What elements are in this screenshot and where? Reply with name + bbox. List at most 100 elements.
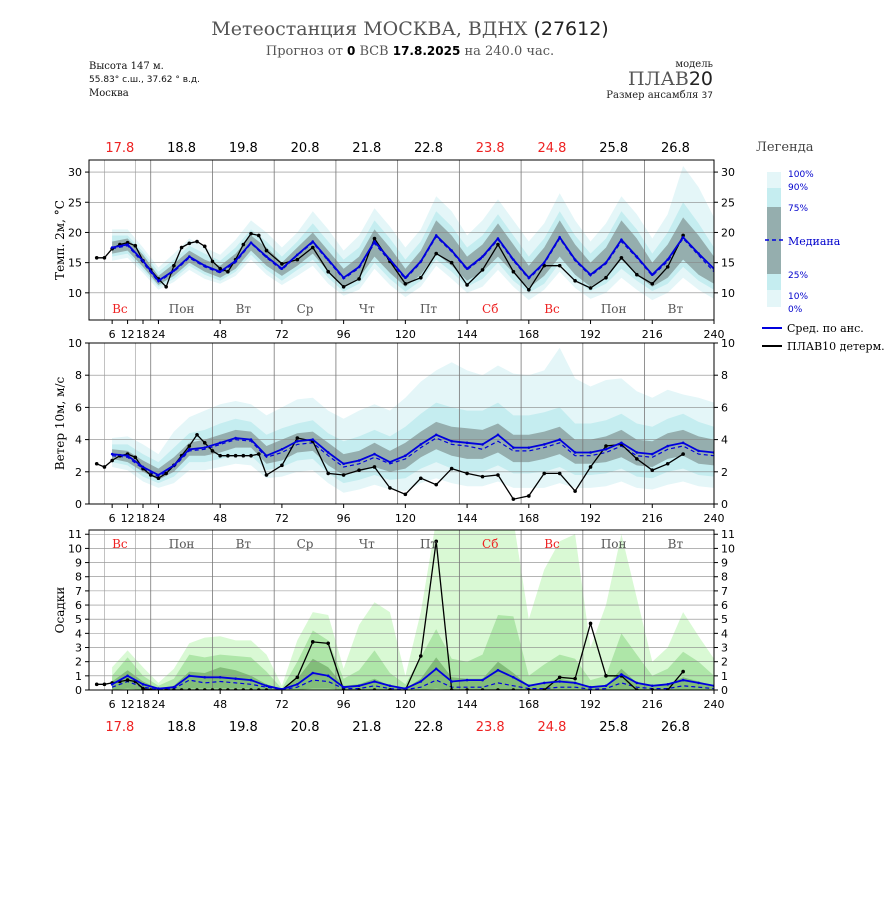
precipitation-mean-point [434,667,438,671]
date-label-bottom: 21.8 [352,720,381,735]
temperature-deterministic-point [527,288,531,292]
temperature-mean-point [110,246,114,249]
precipitation-ytick-label: 7 [75,585,82,598]
temperature-mean-point [573,258,577,261]
wind-mean-point [404,454,407,458]
wind-deterministic-point [403,492,408,497]
temperature-mean-point [434,234,438,237]
precipitation-mean-point [342,685,345,689]
panel-precipitation-plot [89,530,714,690]
temperature-mean-point [650,273,654,277]
precipitation-ytick-label: 10 [721,542,735,555]
precipitation-xtick-label: 216 [642,698,663,711]
temperature-mean-point [203,264,207,267]
wind-mean-point [666,444,670,448]
temperature-mean-point [604,261,608,264]
precipitation-ytick-label: 6 [721,599,728,612]
precipitation-mean-point [110,683,114,686]
precipitation-xtick-label: 168 [518,698,539,711]
wind-mean-point [434,433,438,437]
temperature-mean-point [635,255,639,258]
precipitation-xtick-label: 6 [109,698,116,711]
temperature-deterministic-point [650,281,655,286]
date-label-top: 26.8 [661,141,690,156]
temperature-deterministic-point [635,272,639,277]
weekday-label: Сб [482,302,498,316]
weekday-label: Вс [112,302,128,316]
wind-mean-point [126,454,129,458]
temperature-ylabel: Темп. 2м, °С [53,200,67,280]
temperature-deterministic-point [341,284,346,289]
date-label-top: 19.8 [229,141,258,156]
temperature-ytick-label: 20 [68,226,82,239]
temperature-band-10-90 [112,202,714,293]
precipitation-ytick-label: 9 [721,557,728,570]
precipitation-mean-point [326,674,330,678]
wind-deterministic-point [326,471,330,476]
temperature-xtick-label: 12 [121,328,135,341]
temperature-mean-point [697,252,700,255]
precipitation-ytick-label: 3 [75,642,82,655]
weekday-label: Пон [169,302,195,316]
ensemble-label: Размер ансамбля [606,90,699,101]
date-label-bottom: 23.8 [476,720,505,735]
wind-ytick-label: 6 [721,401,728,414]
precipitation-xtick-label: 96 [337,698,351,711]
precipitation-ytick-label: 10 [68,542,82,555]
temperature-deterministic-point [480,268,485,272]
wind-deterministic-point [357,468,361,472]
legend-mean-label: Сред. по анс. [787,322,864,335]
date-label-top: 20.8 [291,141,320,156]
wind-ylabel: Ветер 10м, м/с [53,376,67,470]
temperature-mean-point [527,276,531,280]
temperature-mean-point [512,258,515,261]
temperature-deterministic-point [179,245,184,250]
precipitation-deterministic-line [96,541,684,690]
wind-xtick-label: 72 [275,512,289,525]
weekday-label: Пон [169,537,195,551]
wind-mean-point [697,449,700,453]
precipitation-ytick-label: 7 [721,585,728,598]
wind-deterministic-point [148,473,153,477]
wind-mean-point [604,447,608,451]
weekday-label: Вт [668,302,684,316]
weekday-label: Вс [544,537,560,551]
weekday-label: Вт [668,537,684,551]
temperature-ytick-label: 15 [68,257,82,270]
wind-mean-point [249,438,253,441]
precipitation-median-line [111,679,714,690]
temperature-ytick-label: 25 [721,196,735,209]
wind-mean-point [265,454,268,458]
precipitation-xtick-label: 48 [213,698,227,711]
temperature-deterministic-point [310,245,315,250]
wind-deterministic-point [280,463,284,468]
temperature-xtick-label: 96 [337,328,351,341]
date-label-top: 21.8 [352,141,381,156]
temperature-mean-point [558,235,561,239]
precipitation-mean-point [157,687,160,690]
wind-ytick-label: 0 [75,498,82,511]
legend-percent-label: 10% [788,292,808,302]
temperature-mean-point [249,241,253,245]
wind-ytick-label: 10 [68,337,82,350]
temperature-xtick-label: 48 [213,328,227,341]
temperature-band-25-75 [112,217,714,288]
wind-mean-point [620,441,623,445]
wind-mean-point [650,452,654,456]
wind-deterministic-point [480,474,485,479]
temperature-deterministic-point [403,281,408,286]
precipitation-mean-point [558,680,561,683]
precipitation-mean-point [527,684,531,688]
temperature-mean-point [218,270,222,273]
wind-ytick-label: 4 [721,434,728,447]
precipitation-mean-point [450,680,453,683]
temperature-mean-point [481,255,484,258]
precipitation-mean-point [141,683,145,686]
weekday-label: Пон [601,537,627,551]
temperature-xtick-label: 144 [457,328,478,341]
wind-deterministic-point [341,473,346,477]
precipitation-xtick-label: 192 [580,698,601,711]
model-name: ПЛАВ20 [628,69,713,89]
legend-percent-label: 75% [788,204,808,214]
precipitation-deterministic-point [434,539,439,544]
